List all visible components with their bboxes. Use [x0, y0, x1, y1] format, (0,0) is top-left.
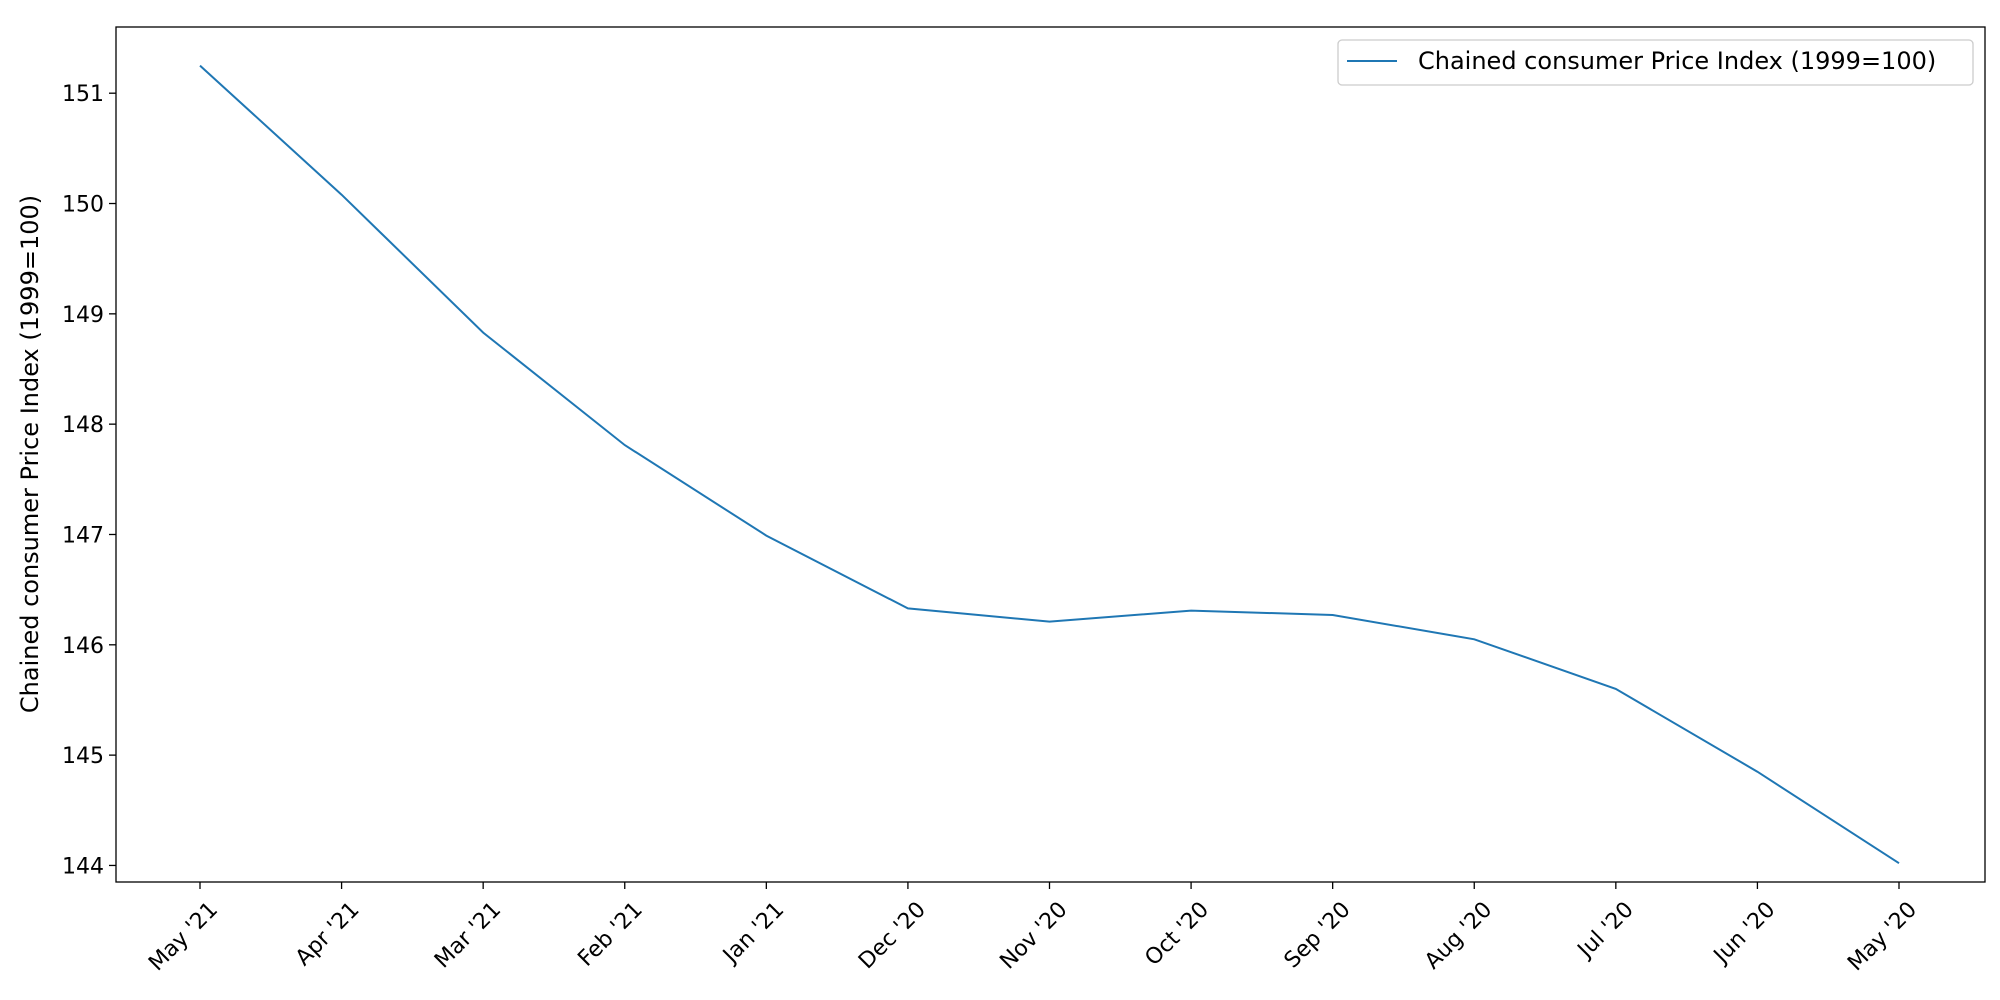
x-tick-label: Dec '20 [854, 897, 931, 974]
x-tick-label: May '21 [144, 897, 223, 976]
y-axis: 144 145 146 147 148 149 150 151 [62, 82, 116, 879]
x-tick-label: Nov '20 [995, 897, 1072, 974]
x-axis: May '21 Apr '21 Mar '21 Feb '21 Jan '21 Dec '… [144, 882, 1922, 976]
x-tick-label: Apr '21 [291, 897, 365, 971]
legend-box [1337, 39, 1974, 86]
y-axis-label: Chained consumer Price Index (1999=100) [16, 195, 44, 713]
plot-area [115, 26, 1986, 883]
x-tick-label: Feb '21 [573, 897, 647, 971]
y-tick-label: 148 [62, 413, 104, 438]
x-tick-label: Sep '20 [1280, 897, 1356, 973]
x-tick-label: Aug '20 [1420, 897, 1497, 974]
y-tick-label: 146 [62, 634, 104, 659]
y-tick-label: 147 [62, 523, 104, 548]
legend: Chained consumer Price Index (1999=100) [1337, 39, 1974, 86]
y-tick-label: 144 [62, 854, 104, 879]
x-tick-label: Oct '20 [1140, 897, 1214, 971]
x-tick-label: May '20 [1843, 897, 1922, 976]
x-tick-label: Jan '21 [717, 897, 789, 969]
y-tick-label: 145 [62, 744, 104, 769]
y-tick-label: 151 [62, 82, 104, 107]
y-tick-label: 150 [62, 193, 104, 218]
legend-label: Chained consumer Price Index (1999=100) [1418, 47, 1936, 75]
x-tick-label: Jun '20 [1708, 897, 1780, 969]
x-tick-label: Mar '21 [430, 897, 506, 973]
series-line [199, 64, 1900, 865]
x-tick-label: Jul '20 [1572, 897, 1639, 964]
y-tick-label: 149 [62, 303, 104, 328]
